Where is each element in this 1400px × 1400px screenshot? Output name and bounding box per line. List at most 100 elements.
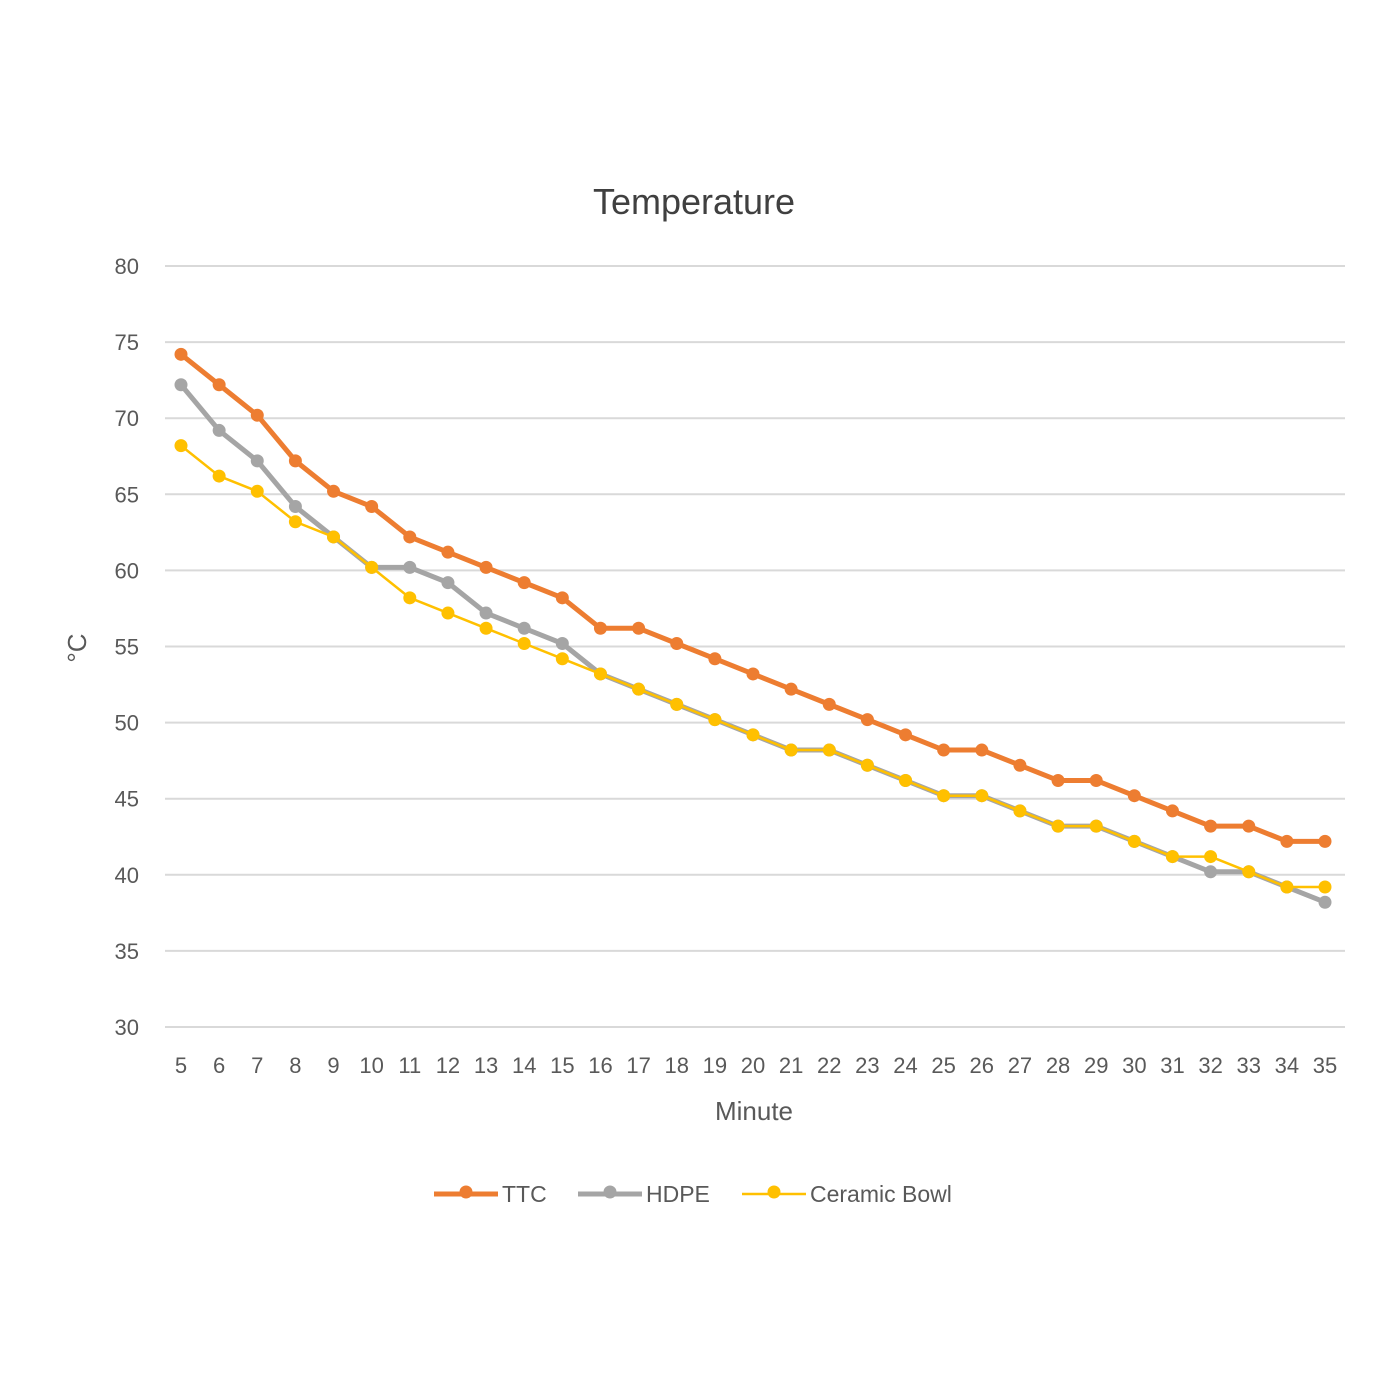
legend-item: TTC (434, 1181, 547, 1207)
x-tick-label: 27 (1008, 1053, 1032, 1078)
data-point (746, 667, 760, 681)
data-point (517, 637, 531, 650)
y-tick-label: 55 (115, 635, 139, 660)
legend-item: Ceramic Bowl (742, 1181, 952, 1207)
data-point (1089, 819, 1103, 833)
y-tick-label: 40 (115, 863, 139, 888)
x-tick-label: 8 (289, 1053, 301, 1078)
data-point (670, 637, 684, 650)
data-point (1165, 850, 1179, 864)
data-point (899, 728, 913, 742)
data-point (899, 773, 913, 787)
legend-label: HDPE (646, 1181, 710, 1207)
x-tick-label: 29 (1084, 1053, 1108, 1078)
data-point (784, 743, 798, 757)
data-point (975, 743, 989, 757)
data-point (555, 652, 569, 666)
data-point (1242, 865, 1256, 879)
data-point (1089, 773, 1103, 787)
data-point (860, 758, 874, 772)
data-point (746, 728, 760, 742)
legend: TTC HDPE Ceramic Bowl (434, 1181, 952, 1207)
x-tick-label: 19 (703, 1053, 727, 1078)
data-point (860, 713, 874, 727)
x-tick-label: 6 (213, 1053, 225, 1078)
x-tick-label: 31 (1160, 1053, 1184, 1078)
data-point (593, 667, 607, 681)
data-point (1051, 819, 1065, 833)
data-point (632, 621, 646, 635)
data-point (822, 697, 836, 711)
data-point (441, 576, 455, 590)
legend-marker (603, 1185, 617, 1199)
x-tick-label: 12 (436, 1053, 460, 1078)
legend-label: Ceramic Bowl (810, 1181, 952, 1207)
data-point (250, 408, 264, 422)
data-point (1013, 758, 1027, 772)
data-point (1127, 789, 1141, 803)
series-line (179, 383, 1326, 905)
gridlines (165, 265, 1345, 1028)
x-tick-label: 13 (474, 1053, 498, 1078)
data-point (1165, 804, 1179, 818)
data-point (1127, 834, 1141, 848)
x-tick-label: 23 (855, 1053, 879, 1078)
data-point (670, 697, 684, 711)
data-point (1204, 819, 1218, 833)
data-point (250, 484, 264, 498)
data-point (327, 484, 341, 498)
x-axis-label: Minute (715, 1096, 793, 1126)
x-tick-label: 9 (327, 1053, 339, 1078)
data-point (708, 713, 722, 727)
y-axis-ticks: 30 35 40 45 50 55 60 65 70 75 80 (115, 254, 139, 1040)
data-point (975, 789, 989, 803)
legend-label: TTC (502, 1181, 547, 1207)
x-tick-label: 21 (779, 1053, 803, 1078)
y-axis-label: °C (62, 633, 92, 662)
x-tick-label: 25 (931, 1053, 955, 1078)
data-point (1204, 865, 1218, 879)
x-tick-label: 14 (512, 1053, 536, 1078)
x-tick-label: 22 (817, 1053, 841, 1078)
x-tick-label: 20 (741, 1053, 765, 1078)
data-point (479, 560, 493, 574)
series-ceramic-bowl (174, 439, 1332, 894)
y-tick-label: 70 (115, 406, 139, 431)
data-point (327, 530, 341, 544)
data-point (212, 423, 226, 437)
legend-marker (767, 1185, 781, 1199)
series-hdpe (174, 378, 1332, 909)
data-point (784, 682, 798, 696)
y-tick-label: 65 (115, 482, 139, 507)
x-tick-label: 26 (970, 1053, 994, 1078)
data-point (517, 576, 531, 590)
data-point (288, 500, 302, 514)
y-tick-label: 30 (115, 1015, 139, 1040)
data-point (708, 652, 722, 666)
data-point (403, 560, 417, 574)
data-point (403, 591, 417, 605)
data-point (365, 560, 379, 574)
data-point (288, 515, 302, 529)
data-point (1318, 834, 1332, 848)
x-tick-label: 28 (1046, 1053, 1070, 1078)
data-point (479, 606, 493, 620)
data-point (1280, 880, 1294, 894)
x-tick-label: 33 (1236, 1053, 1260, 1078)
series-lines (174, 347, 1332, 909)
y-tick-label: 60 (115, 558, 139, 583)
y-tick-label: 75 (115, 330, 139, 355)
x-tick-label: 7 (251, 1053, 263, 1078)
data-point (937, 789, 951, 803)
legend-item: HDPE (578, 1181, 710, 1207)
x-tick-label: 24 (893, 1053, 917, 1078)
x-tick-label: 10 (359, 1053, 383, 1078)
data-point (1051, 773, 1065, 787)
legend-marker (459, 1185, 473, 1199)
data-point (632, 682, 646, 696)
y-tick-label: 45 (115, 787, 139, 812)
data-point (1318, 880, 1332, 894)
y-tick-label: 35 (115, 939, 139, 964)
data-point (479, 621, 493, 635)
